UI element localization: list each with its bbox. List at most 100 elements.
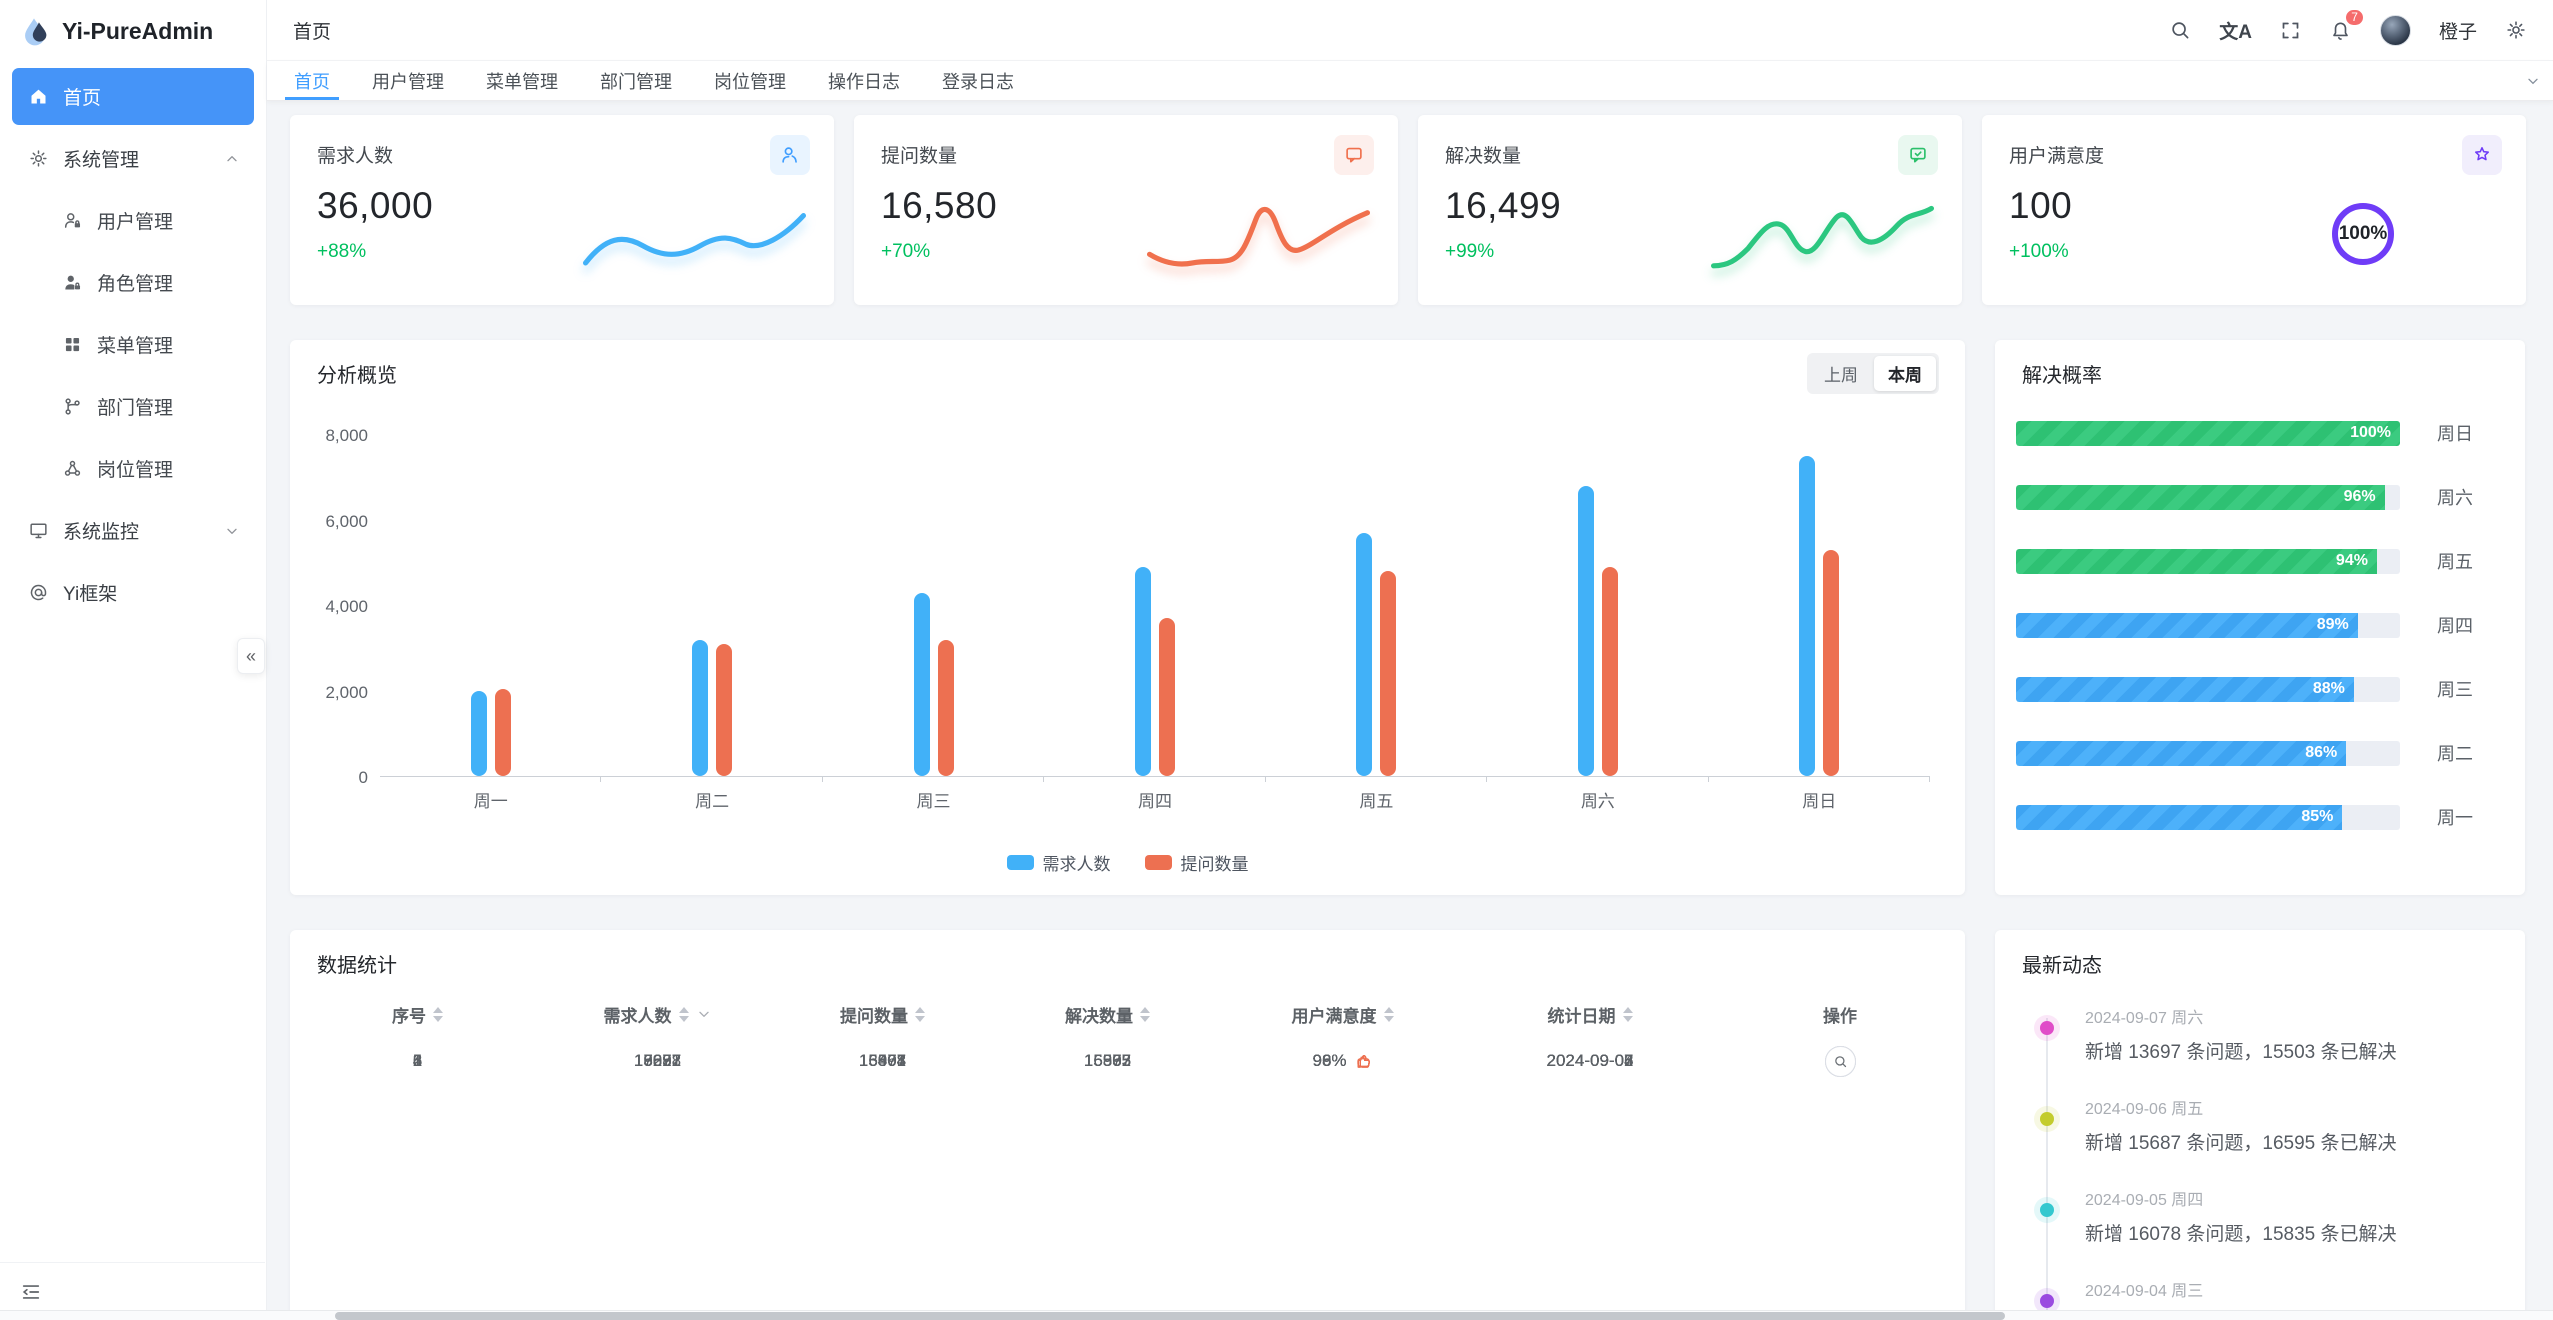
sort-asc-icon[interactable]: [1622, 1006, 1633, 1013]
timeline-text: 新增 16078 条问题，15835 条已解决: [2085, 1224, 2397, 1245]
x-tick-label: 周四: [1137, 792, 1172, 811]
tab-首页[interactable]: 首页: [279, 61, 345, 100]
stat-card-value: 100: [2009, 185, 2073, 226]
column-header-需求人数[interactable]: 需求人数: [545, 1002, 770, 1027]
solve-title: 解决概率: [2022, 365, 2102, 387]
column-header-提问数量[interactable]: 提问数量: [770, 1002, 995, 1027]
sort-desc-icon[interactable]: [915, 1015, 925, 1022]
view-detail-button[interactable]: [1824, 1045, 1856, 1077]
cell-demand: 16078: [633, 1051, 682, 1070]
username[interactable]: 橙子: [2438, 21, 2477, 43]
legend-label: 需求人数: [1042, 855, 1111, 874]
sort-asc-icon[interactable]: [1140, 1006, 1150, 1013]
sort-asc-icon[interactable]: [433, 1006, 443, 1013]
tab-操作日志[interactable]: 操作日志: [828, 71, 900, 92]
sort-caret-icon[interactable]: [1383, 1006, 1394, 1022]
at-icon: [26, 582, 50, 603]
sort-caret-icon[interactable]: [1140, 1006, 1150, 1022]
tab-菜单管理[interactable]: 菜单管理: [486, 71, 558, 92]
search-icon[interactable]: [2169, 19, 2191, 41]
x-axis-tick: [821, 776, 823, 782]
stat-card-delta: +99%: [1445, 241, 1495, 262]
cell-date: 2024-09-07: [1546, 1051, 1634, 1070]
legend-item-提问数量[interactable]: 提问数量: [1144, 850, 1249, 875]
tab-部门管理[interactable]: 部门管理: [600, 71, 672, 92]
sort-caret-icon[interactable]: [1622, 1006, 1633, 1022]
sidebar-item-系统管理[interactable]: 系统管理: [12, 130, 254, 187]
sidebar-item-系统监控[interactable]: 系统监控: [12, 502, 254, 559]
table-title: 数据统计: [317, 955, 397, 977]
sort-asc-icon[interactable]: [678, 1006, 689, 1013]
sort-caret-icon[interactable]: [678, 1006, 689, 1022]
bar-提问数量: [1380, 571, 1397, 776]
menu-fold-icon[interactable]: [20, 1281, 42, 1303]
toggle-本周[interactable]: 本周: [1874, 356, 1936, 391]
tab-用户管理[interactable]: 用户管理: [372, 71, 444, 92]
bar-需求人数: [692, 639, 709, 776]
legend-item-需求人数[interactable]: 需求人数: [1006, 850, 1111, 875]
satisfaction-value: 96%: [1312, 1051, 1347, 1070]
cell-questions: 13408: [858, 1051, 907, 1070]
timeline-text: 新增 13697 条问题，15503 条已解决: [2085, 1042, 2397, 1063]
fullscreen-icon[interactable]: [2280, 20, 2301, 41]
sort-desc-icon[interactable]: [1140, 1015, 1150, 1022]
column-header-label: 序号: [392, 1006, 426, 1026]
tab-登录日志[interactable]: 登录日志: [942, 71, 1014, 92]
avatar[interactable]: [2379, 14, 2411, 46]
sort-desc-icon[interactable]: [678, 1015, 689, 1022]
column-header-用户满意度[interactable]: 用户满意度: [1220, 1002, 1465, 1027]
cell-index: 1: [412, 1051, 423, 1070]
timeline-dot: [2040, 1112, 2054, 1126]
cell-date: 2024-09-03: [1546, 1051, 1634, 1070]
satisfaction-value: 98%: [1312, 1051, 1347, 1070]
cell-index: 2: [412, 1051, 423, 1070]
sort-asc-icon[interactable]: [915, 1006, 925, 1013]
overview-title: 分析概览: [317, 365, 397, 387]
sort-caret-icon[interactable]: [433, 1006, 443, 1022]
sidebar-item-label: 岗位管理: [97, 460, 174, 481]
column-header-统计日期[interactable]: 统计日期: [1465, 1002, 1715, 1027]
translate-icon[interactable]: 文A: [2219, 21, 2252, 43]
solve-row-周一: 85% 周一: [2016, 804, 2505, 830]
sidebar-item-角色管理[interactable]: 角色管理: [12, 254, 254, 311]
stat-card-title: 提问数量: [881, 146, 958, 167]
chart-legend: 需求人数 提问数量: [290, 850, 1965, 875]
x-tick-label: 周五: [1359, 792, 1394, 811]
sidebar-collapse-button[interactable]: «: [237, 638, 265, 674]
cell-solved: 16937: [1083, 1051, 1132, 1070]
sort-desc-icon[interactable]: [1383, 1015, 1394, 1022]
sidebar-item-菜单管理[interactable]: 菜单管理: [12, 316, 254, 373]
sidebar-item-Yi框架[interactable]: Yi框架: [12, 564, 254, 621]
data-statistics-card: 数据统计 序号 需求人数 提问数量 解决数量 用户满意度 统计日期 操作 1 13697 154…: [290, 930, 1965, 1320]
timeline-dot: [2040, 1294, 2054, 1308]
cell-solved: 15503: [1083, 1051, 1132, 1070]
settings-gear-icon[interactable]: [2505, 19, 2527, 41]
tab-岗位管理[interactable]: 岗位管理: [714, 71, 786, 92]
solve-row-周二: 86% 周二: [2016, 740, 2505, 766]
x-tick-label: 周一: [473, 792, 508, 811]
column-header-解决数量[interactable]: 解决数量: [995, 1002, 1220, 1027]
cell-satisfaction: 99%: [1220, 1051, 1465, 1071]
toggle-上周[interactable]: 上周: [1824, 366, 1858, 385]
cell-questions: 16007: [858, 1051, 907, 1070]
sidebar-item-label: 系统管理: [63, 150, 140, 171]
sort-caret-icon[interactable]: [915, 1006, 925, 1022]
sort-desc-icon[interactable]: [1622, 1015, 1633, 1022]
tabbar-chevron-down-icon[interactable]: [2525, 61, 2541, 101]
sidebar-item-用户管理[interactable]: 用户管理: [12, 192, 254, 249]
sort-desc-icon[interactable]: [433, 1015, 443, 1022]
progress-fill: 88%: [2016, 676, 2354, 702]
sidebar-item-部门管理[interactable]: 部门管理: [12, 378, 254, 435]
column-header-序号[interactable]: 序号: [290, 1002, 545, 1027]
sidebar-item-首页[interactable]: 首页: [12, 68, 254, 125]
horizontal-scrollbar-thumb[interactable]: [335, 1312, 2005, 1320]
breadcrumb[interactable]: 首页: [293, 21, 332, 43]
filter-chevron-down-icon[interactable]: [696, 1006, 712, 1022]
bar-需求人数: [1799, 456, 1816, 776]
timeline-item: 2024-09-06 周五 新增 15687 条问题，16595 条已解决: [2019, 1095, 2511, 1155]
notifications-bell-icon[interactable]: 7: [2329, 7, 2365, 42]
solve-row-周六: 96% 周六: [2016, 484, 2505, 510]
sidebar-item-岗位管理[interactable]: 岗位管理: [12, 440, 254, 497]
sort-asc-icon[interactable]: [1383, 1006, 1394, 1013]
